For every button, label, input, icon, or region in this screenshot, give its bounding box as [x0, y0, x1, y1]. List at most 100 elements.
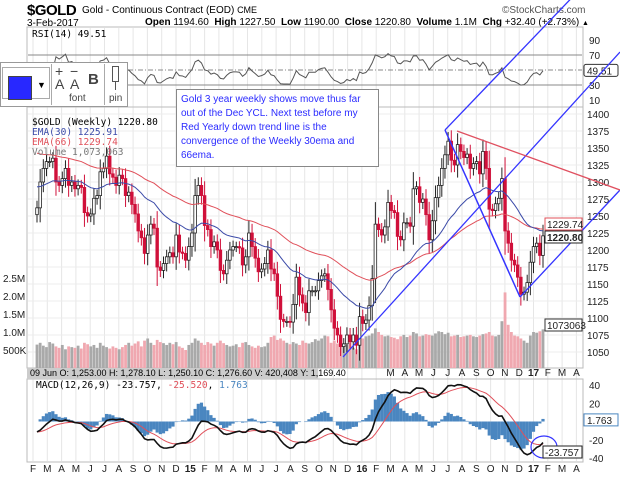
blue-channel-upper-line — [444, 0, 571, 131]
macd-histogram-bar — [367, 414, 371, 422]
macd-histogram-bar — [165, 421, 169, 432]
macd-histogram-bar — [44, 413, 49, 422]
candle-body — [149, 223, 153, 236]
candle-body — [269, 249, 273, 270]
volume-bar — [373, 328, 377, 368]
symbol-title: $GOLD — [27, 2, 77, 19]
candle-body — [139, 230, 144, 239]
open-label: Open — [145, 17, 171, 28]
candle-body — [497, 197, 501, 205]
x-tick-label: F — [202, 464, 208, 475]
candle-body — [538, 242, 542, 256]
volume-bar — [124, 344, 127, 368]
macd-histogram-bar — [376, 394, 381, 422]
candle-body — [240, 247, 245, 266]
volume-bar — [114, 347, 118, 368]
macd-histogram-bar — [386, 392, 390, 422]
pin-button[interactable]: pin — [105, 64, 127, 105]
macd-histogram-bar — [193, 408, 197, 422]
volume-bar — [437, 331, 441, 368]
volume-last-value: 1073063 — [547, 321, 586, 332]
candle-body — [323, 273, 327, 277]
macd-histogram-bar — [389, 393, 393, 422]
macd-histogram-bar — [383, 393, 387, 422]
color-dropdown[interactable]: ▼ — [2, 67, 50, 100]
x-tick-label-mid: S — [473, 368, 480, 379]
bold-button[interactable]: B — [88, 71, 99, 88]
ema30-line — [36, 179, 544, 309]
volume-bar — [386, 335, 390, 368]
macd-histogram-bar — [500, 421, 504, 436]
volume-bar — [497, 334, 501, 368]
candle-body — [183, 252, 188, 261]
x-tick-label: J — [259, 464, 264, 475]
x-tick-label: A — [459, 464, 466, 475]
x-tick-label: M — [386, 464, 394, 475]
blue-decline-line — [444, 129, 521, 298]
volume-tick-label: 500K — [3, 346, 27, 357]
volume-bar — [317, 340, 320, 368]
macd-histogram-bar — [440, 419, 444, 422]
volume-bar — [421, 335, 425, 368]
macd-histogram-bar — [493, 421, 498, 440]
macd-histogram-bar — [209, 415, 213, 422]
volume-bar — [475, 337, 478, 368]
volume-bar — [222, 343, 225, 368]
macd-histogram-bar — [525, 421, 529, 446]
description-text: Gold - Continuous Contract (EOD) — [82, 5, 235, 16]
macd-histogram-bar — [174, 421, 178, 423]
volume-bar — [481, 334, 485, 368]
macd-histogram-bar — [250, 418, 254, 422]
candle-body — [281, 318, 286, 322]
volume-bar — [472, 336, 475, 368]
candle-body — [319, 275, 324, 281]
close-value: 1220.80 — [374, 17, 411, 28]
volume-bar — [35, 344, 39, 368]
candle-body — [145, 234, 150, 254]
rsi-last-value: 49.51 — [587, 66, 612, 77]
candle-body — [244, 256, 248, 266]
volume-bar — [73, 347, 77, 368]
volume-bar — [225, 344, 229, 368]
volume-bar — [449, 336, 453, 368]
candle-body — [98, 171, 102, 197]
x-tick-label: O — [315, 464, 323, 475]
macd-histogram-bar — [149, 421, 153, 432]
candle-body — [272, 268, 276, 275]
macd-histogram-bar — [285, 421, 289, 435]
x-tick-label: N — [158, 464, 165, 475]
macd-histogram-bar — [421, 416, 425, 422]
volume-bar — [513, 335, 516, 368]
candle-body — [225, 259, 229, 275]
candle-body — [414, 186, 419, 190]
candle-body — [70, 181, 74, 186]
color-swatch[interactable] — [8, 76, 32, 100]
last-value-labels: 1229.74 1220.80 1073063 1.763 -23.757 — [542, 217, 619, 459]
volume-bar — [146, 338, 150, 368]
dropdown-arrow-icon[interactable]: ▼ — [37, 80, 46, 90]
candle-body — [405, 222, 409, 225]
macd-histogram-bar — [490, 421, 494, 440]
volume-bar — [415, 333, 418, 368]
volume-bar — [411, 332, 415, 368]
chart-annotation-note[interactable]: Gold 3 year weekly shows move thus far o… — [176, 89, 379, 167]
macd-histogram-bar — [275, 421, 279, 427]
candle-body — [133, 204, 137, 215]
macd-histogram-bar — [79, 421, 83, 423]
macd-histogram-bar — [212, 417, 216, 422]
macd-histogram-bar — [414, 412, 419, 422]
volume-bar — [253, 347, 257, 368]
volume-bar — [275, 339, 279, 368]
candle-body — [231, 246, 235, 251]
candle-body — [288, 320, 292, 323]
volume-bar — [209, 343, 213, 368]
decrease-font-button[interactable]: − A — [70, 63, 80, 92]
candle-body — [114, 176, 118, 186]
increase-font-button[interactable]: + A — [55, 63, 65, 92]
volume-bar — [538, 331, 542, 368]
macd-histogram-bar — [263, 421, 267, 424]
volume-bar — [269, 337, 273, 368]
rsi-tick-label: 10 — [589, 96, 601, 107]
candle-body — [395, 212, 400, 237]
candle-body — [63, 167, 68, 179]
